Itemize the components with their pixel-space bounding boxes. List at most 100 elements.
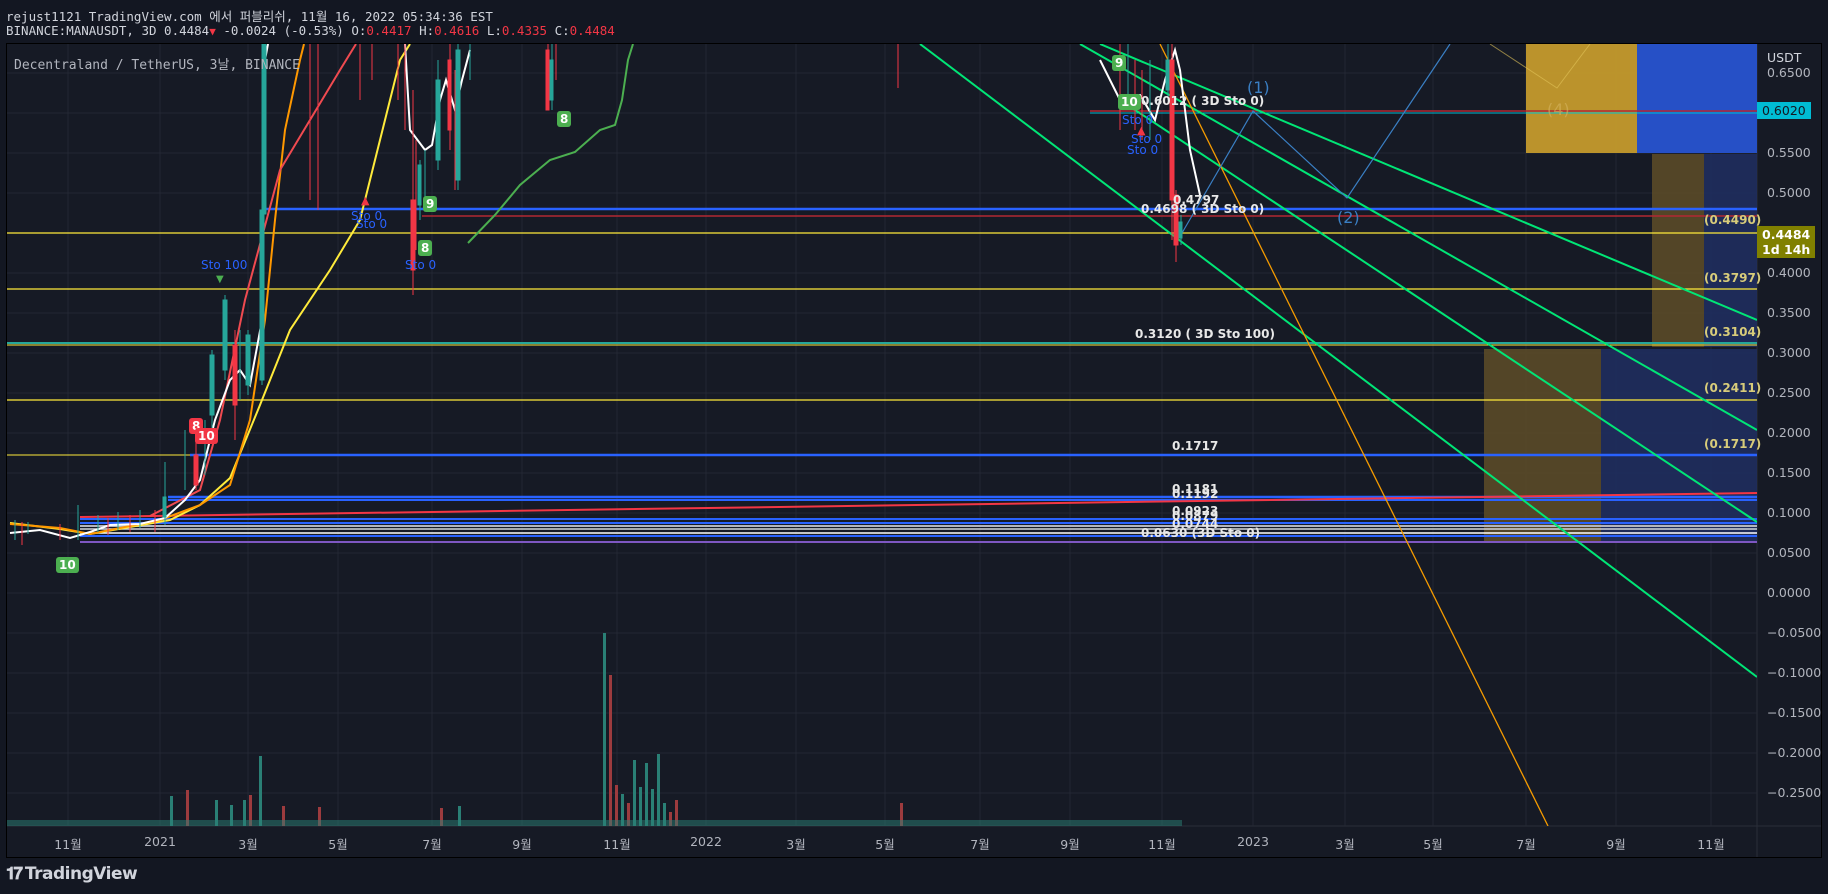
box-wave4-blue	[1637, 44, 1757, 153]
time-tick: 3월	[786, 837, 806, 852]
wave-label-2: (2)	[1337, 208, 1360, 227]
price-tick: 0.2500	[1767, 385, 1811, 400]
time-tick: 5월	[328, 837, 348, 852]
td-count-badge: 8	[418, 240, 433, 256]
td-count-badge: 10	[195, 428, 218, 444]
bar-countdown: 1d 14h	[1762, 242, 1811, 257]
sto-label: Sto 0	[405, 258, 437, 272]
time-tick: 5월	[875, 837, 895, 852]
symbol-ohlc-line: BINANCE:MANAUSDT, 3D 0.4484▼ -0.0024 (-0…	[6, 23, 615, 38]
td-count-badge: 9	[1112, 55, 1127, 71]
time-tick: 11월	[54, 837, 82, 852]
close-label: C:	[554, 23, 570, 38]
price-tick: 0.3500	[1767, 305, 1811, 320]
time-tick: 9월	[1060, 837, 1080, 852]
time-tick: 5월	[1423, 837, 1443, 852]
price-tick: 0.0000	[1767, 585, 1811, 600]
sto-label: Sto 0	[1122, 113, 1154, 127]
time-tick: 2022	[690, 834, 722, 849]
tradingview-mark-icon: 𝟏𝟕	[6, 864, 23, 884]
level-label-0087: 0.0879	[1172, 509, 1219, 523]
price-tick: −0.1000	[1767, 665, 1822, 680]
sto-label: Sto 0	[1127, 143, 1159, 157]
td-count-badge: 9	[423, 196, 438, 212]
price-tick: −0.1500	[1767, 705, 1822, 720]
time-tick: 11월	[603, 837, 631, 852]
time-tick: 7월	[970, 837, 990, 852]
orange-trend-line	[1159, 44, 1549, 826]
high-value: 0.4616	[434, 23, 480, 38]
low-label: L:	[486, 23, 502, 38]
last-price: 0.4484	[164, 23, 210, 38]
time-tick: 2023	[1237, 834, 1269, 849]
price-tick: 0.0500	[1767, 545, 1811, 560]
level-label-0171: 0.1717	[1172, 439, 1219, 453]
level-label-0119: 0.1192	[1172, 487, 1219, 501]
level-label-0602: 0.6012 ( 3D Sto 0)	[1141, 94, 1265, 108]
time-tick: 3월	[238, 837, 258, 852]
open-label: O:	[351, 23, 367, 38]
wave-label-4: (4)	[1547, 100, 1570, 119]
time-tick: 7월	[422, 837, 442, 852]
price-tick: 0.6500	[1767, 65, 1811, 80]
price-tick: 0.5500	[1767, 145, 1811, 160]
td-count-badge: 10	[56, 557, 79, 573]
chart-legend[interactable]: Decentraland / TetherUS, 3날, BINANCE	[14, 58, 300, 73]
sto-label: Sto 0	[351, 209, 383, 223]
current-price: 0.4484	[1762, 227, 1811, 242]
change: -0.0024 (-0.53%)	[223, 23, 344, 38]
symbol: BINANCE:MANAUSDT, 3D	[6, 23, 157, 38]
price-tick: 0.1500	[1767, 465, 1811, 480]
time-tick: 7월	[1516, 837, 1536, 852]
published-line: rejust1121 TradingView.com 에서 퍼블리쉬, 11월 …	[6, 9, 493, 24]
time-tick: 2021	[144, 834, 176, 849]
wave-label-1: (1)	[1247, 78, 1270, 97]
time-tick: 9월	[512, 837, 532, 852]
logo-text: TradingView	[24, 864, 138, 884]
fib-label: (0.3104)	[1704, 325, 1762, 339]
price-tick: 0.4000	[1767, 265, 1811, 280]
current-price-tag: 0.4484 1d 14h	[1757, 226, 1816, 258]
high-label: H:	[419, 23, 435, 38]
price-tick: 0.5000	[1767, 185, 1811, 200]
low-value: 0.4335	[501, 23, 548, 38]
time-tick: 3월	[1335, 837, 1355, 852]
up-triangle-icon: ▲	[361, 194, 370, 207]
time-tick: 9월	[1606, 837, 1626, 852]
candles	[14, 44, 1183, 545]
tradingview-logo[interactable]: 𝟏𝟕 TradingView	[6, 864, 138, 884]
sto-label: Sto 0	[356, 217, 388, 231]
down-triangle-icon: ▼	[216, 274, 224, 285]
trend-lines	[919, 44, 1757, 678]
level-label-0092: 0.0923	[1172, 504, 1219, 518]
td-count-badge: 10	[1118, 94, 1141, 110]
level-label-0074: 0.0744	[1172, 517, 1219, 531]
price-tick: 0.2000	[1767, 425, 1811, 440]
fib-label: (0.1717)	[1704, 437, 1762, 451]
down-triangle-icon: ▼	[209, 25, 216, 38]
close-value: 0.4484	[569, 23, 615, 38]
price-tick: −0.0500	[1767, 625, 1822, 640]
up-triangle-icon: ▲	[1137, 124, 1146, 137]
box-wave4-yellow	[1526, 44, 1637, 153]
time-tick: 11월	[1697, 837, 1725, 852]
price-tick: 0.3000	[1767, 345, 1811, 360]
price-tick: −0.2500	[1767, 785, 1822, 800]
volume-bars	[170, 633, 903, 826]
level-label-0479: 0.4797	[1173, 193, 1220, 207]
currency-label: USDT	[1767, 50, 1802, 65]
price-tick: −0.2000	[1767, 745, 1822, 760]
open-value: 0.4417	[366, 23, 412, 38]
level-label-0469: 0.4698 ( 3D Sto 0)	[1141, 202, 1265, 216]
sto-label: Sto 100	[201, 258, 248, 272]
sto-label: Sto 0	[1131, 132, 1163, 146]
price-tick: 0.1000	[1767, 505, 1811, 520]
fib-label: (0.3797)	[1704, 271, 1762, 285]
price-tag-0602: 0.6020	[1757, 102, 1811, 119]
td-count-badge: 8	[557, 111, 572, 127]
level-label-0118: 0.1181	[1172, 482, 1219, 496]
level-label-0312: 0.3120 ( 3D Sto 100)	[1135, 327, 1275, 341]
time-tick: 11월	[1148, 837, 1176, 852]
level-label-0063: 0.0630 (3D Sto 0)	[1141, 526, 1261, 540]
